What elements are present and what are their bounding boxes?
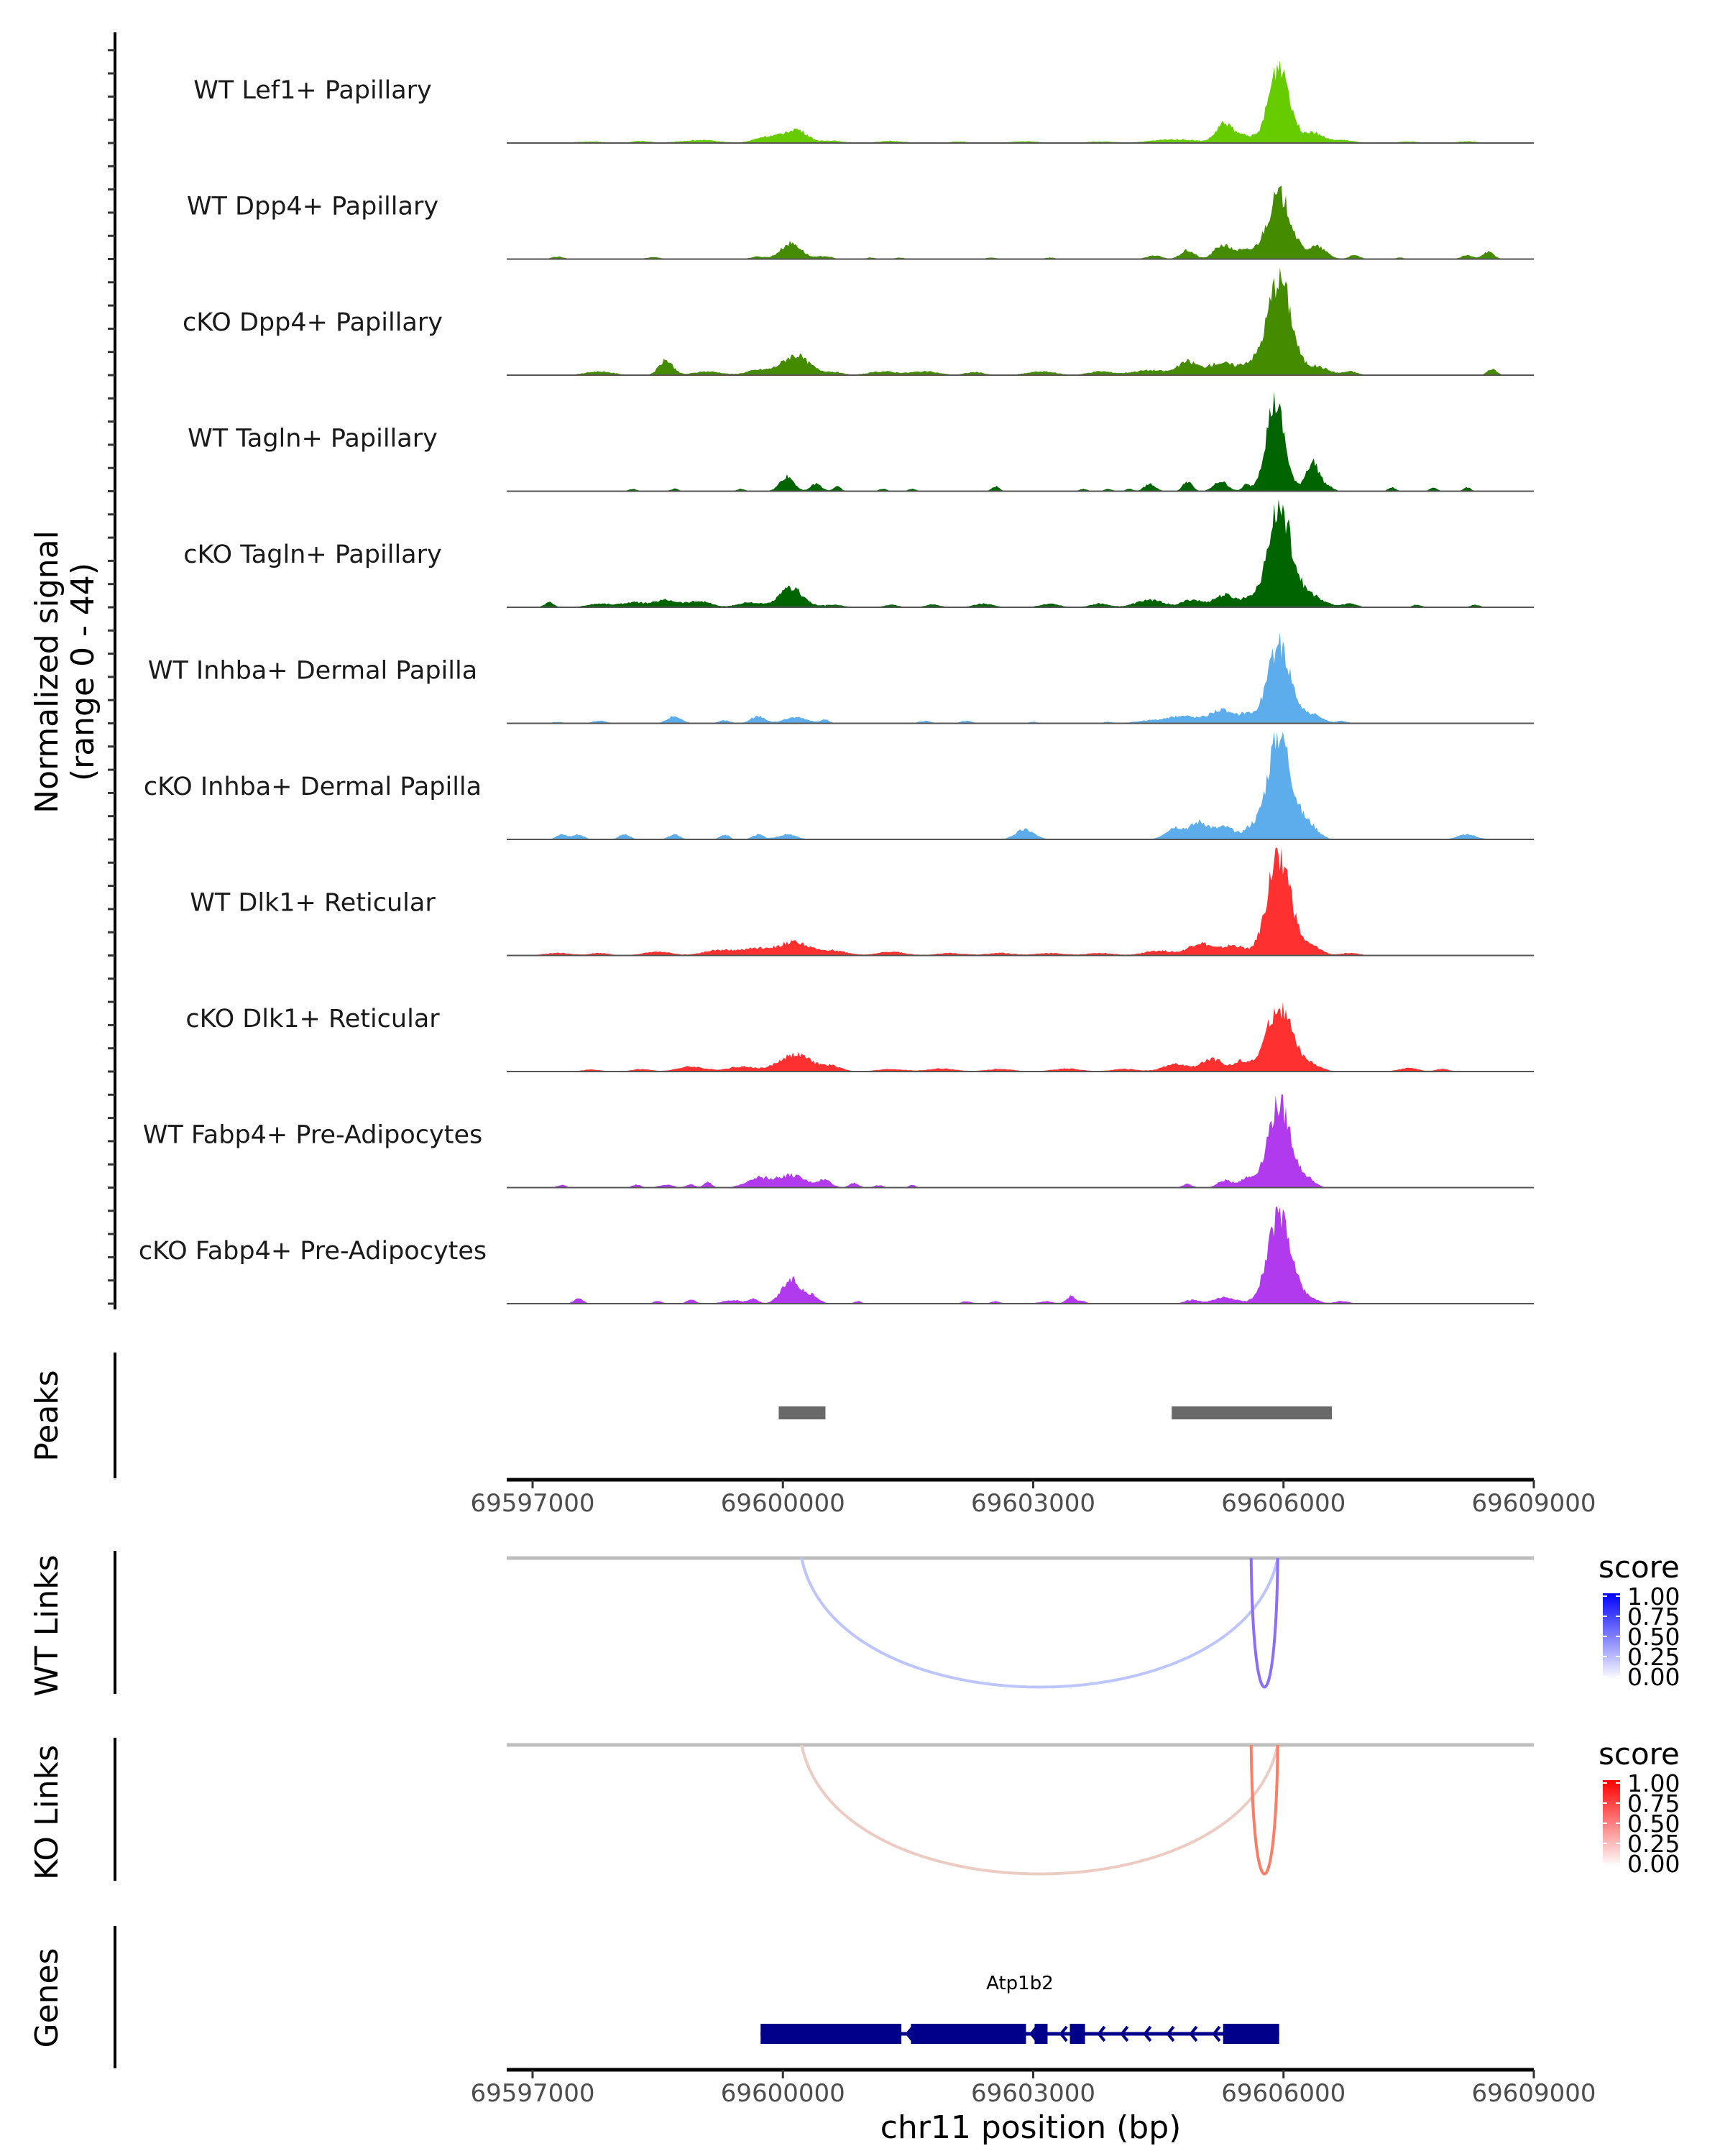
gene-models: Atp1b2	[760, 1973, 1279, 2044]
genes-label: Genes	[29, 1948, 65, 2047]
x-tick-label: 69603000	[971, 2079, 1095, 2108]
coverage-track: cKO Tagln+ Papillary	[183, 499, 1534, 608]
gene-exon	[1070, 2024, 1085, 2044]
strand-arrow-icon	[1059, 2025, 1068, 2042]
coverage-area	[507, 185, 1534, 259]
strand-arrow-icon	[1097, 2025, 1106, 2042]
strand-arrow-icon	[1143, 2025, 1152, 2042]
coverage-ylabel-line2: (range 0 - 44)	[65, 563, 101, 781]
legend-tick-label: 0.00	[1627, 1663, 1680, 1691]
strand-arrow-icon	[1189, 2025, 1198, 2042]
x-tick-label: 69600000	[721, 1489, 845, 1518]
link-arc	[800, 1744, 1279, 1876]
x-axis-peaks: 69597000 69600000 69603000 69606000 69609000	[470, 1478, 1596, 1518]
coverage-area	[507, 1094, 1534, 1188]
coverage-area	[507, 60, 1534, 143]
legend-tick-label: 0.25	[1627, 1830, 1680, 1858]
x-tick-label: 69606000	[1221, 2079, 1346, 2108]
genes-panel: Genes Atp1b2 69597000 69600000 69603000 696…	[29, 1926, 1596, 2146]
link-arc	[1249, 1557, 1279, 1689]
x-tick-label: 69603000	[971, 1489, 1095, 1518]
x-tick-label: 69606000	[1221, 1489, 1346, 1518]
legend-tick-label: 1.00	[1627, 1583, 1680, 1611]
peak-regions	[778, 1406, 1333, 1419]
coverage-track: WT Inhba+ Dermal Papilla	[148, 632, 1534, 724]
track-label: cKO Dlk1+ Reticular	[185, 1005, 440, 1033]
track-label: cKO Fabp4+ Pre-Adipocytes	[139, 1237, 487, 1266]
track-label: cKO Dpp4+ Papillary	[183, 308, 443, 337]
link-arc	[1249, 1744, 1279, 1876]
gene-model: Atp1b2	[760, 1973, 1279, 2044]
legend-tick-label: 1.00	[1627, 1769, 1680, 1797]
legend-title: score	[1598, 1549, 1680, 1585]
legend-tick-label: 0.75	[1627, 1603, 1680, 1631]
legend-tick-label: 0.50	[1627, 1623, 1680, 1651]
coverage-area	[507, 732, 1534, 839]
track-label: WT Dlk1+ Reticular	[190, 889, 436, 918]
coverage-area	[507, 847, 1534, 956]
gene-exon	[911, 2024, 1026, 2044]
coverage-area	[507, 632, 1534, 724]
coverage-panel: Normalized signal (range 0 - 44) WT Lef1…	[29, 32, 1534, 1309]
track-label: WT Fabp4+ Pre-Adipocytes	[143, 1121, 482, 1150]
coverage-track: WT Lef1+ Papillary	[193, 60, 1534, 144]
coverage-track: WT Tagln+ Papillary	[188, 391, 1534, 492]
strand-arrow-icon	[1120, 2025, 1129, 2042]
coverage-track: WT Dpp4+ Papillary	[187, 185, 1534, 260]
peak-region	[778, 1406, 826, 1419]
legend-tick-label: 0.25	[1627, 1643, 1680, 1671]
x-tick-label: 69600000	[721, 2079, 845, 2108]
coverage-area	[507, 391, 1534, 492]
legend-tick-label: 0.00	[1627, 1850, 1680, 1878]
x-axis-title: chr11 position (bp)	[880, 2109, 1182, 2146]
x-tick-label: 69597000	[470, 2079, 594, 2108]
legend-tick-label: 0.50	[1627, 1810, 1680, 1838]
x-axis-bottom: 69597000 69600000 69603000 69606000 69609000	[470, 2068, 1596, 2108]
strand-arrow-icon	[1212, 2025, 1221, 2042]
x-tick-label: 69597000	[470, 1489, 594, 1518]
peaks-panel: Peaks 69597000 69600000 69603000 69606000 69…	[29, 1353, 1596, 1518]
coverage-track: cKO Inhba+ Dermal Papilla	[144, 732, 1534, 840]
gene-name: Atp1b2	[986, 1973, 1054, 1994]
coverage-track: cKO Dpp4+ Papillary	[183, 267, 1534, 376]
coverage-track: cKO Fabp4+ Pre-Adipocytes	[139, 1206, 1534, 1304]
track-label: WT Lef1+ Papillary	[193, 76, 432, 105]
track-label: WT Tagln+ Papillary	[188, 425, 438, 453]
legend-tick-label: 0.75	[1627, 1789, 1680, 1818]
links-label: KO Links	[29, 1745, 65, 1880]
coverage-track: WT Dlk1+ Reticular	[190, 847, 1534, 957]
peaks-label: Peaks	[29, 1370, 65, 1461]
strand-arrow-icon	[905, 2025, 914, 2042]
gene-exon	[760, 2024, 902, 2044]
coverage-tracks: WT Lef1+ Papillary WT Dpp4+ Papillary cKO …	[139, 60, 1534, 1304]
coverage-area	[507, 1206, 1534, 1304]
coverage-area	[507, 499, 1534, 607]
track-label: cKO Tagln+ Papillary	[183, 540, 442, 569]
x-tick-label: 69609000	[1471, 1489, 1596, 1518]
legend-title: score	[1598, 1736, 1680, 1772]
track-label: WT Dpp4+ Papillary	[187, 193, 438, 221]
gene-exon	[1223, 2024, 1279, 2044]
track-label: cKO Inhba+ Dermal Papilla	[144, 773, 482, 801]
peak-region	[1172, 1406, 1333, 1419]
coverage-track: cKO Dlk1+ Reticular	[185, 1002, 1534, 1072]
coverage-track: WT Fabp4+ Pre-Adipocytes	[143, 1094, 1534, 1189]
coverage-y-ticks	[108, 49, 115, 1305]
link-arc	[800, 1557, 1279, 1689]
gene-exon	[1034, 2024, 1048, 2044]
strand-arrow-icon	[1166, 2025, 1175, 2042]
coverage-area	[507, 1002, 1534, 1072]
links-label: WT Links	[29, 1554, 65, 1696]
coverage-ylabel-line1: Normalized signal	[29, 530, 65, 814]
track-label: WT Inhba+ Dermal Papilla	[148, 657, 477, 686]
x-tick-label: 69609000	[1471, 2079, 1596, 2108]
coverage-area	[507, 267, 1534, 375]
